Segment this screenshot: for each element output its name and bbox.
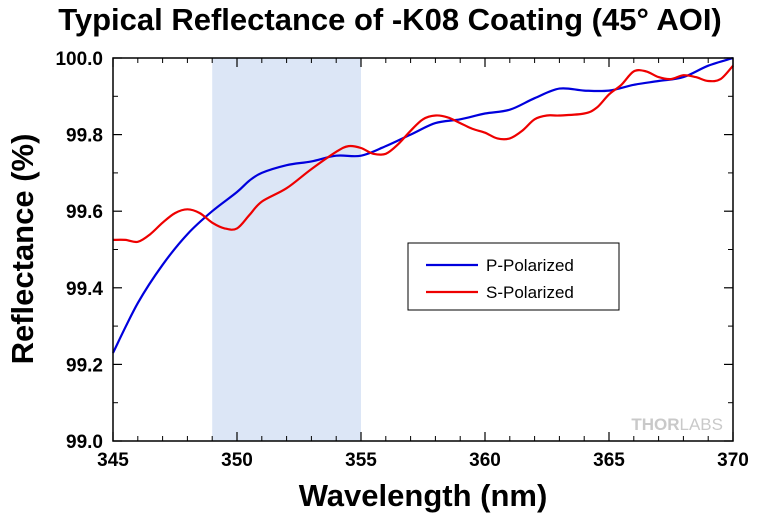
y-tick-label: 99.0: [66, 432, 103, 453]
y-tick-label: 99.4: [66, 279, 103, 300]
x-tick-label: 350: [221, 450, 253, 471]
series-line-s-polarized: [112, 64, 734, 244]
x-tick-label: 345: [97, 450, 129, 471]
legend-label: S-Polarized: [486, 283, 574, 302]
x-tick-label: 365: [593, 450, 625, 471]
legend-label: P-Polarized: [486, 256, 574, 275]
y-tick-label: 99.8: [66, 126, 103, 147]
plot-frame: [112, 57, 734, 442]
y-tick-label: 99.6: [66, 202, 103, 223]
axis-ticks: [112, 57, 734, 442]
chart-title: Typical Reflectance of -K08 Coating (45°…: [58, 2, 722, 37]
thorlabs-watermark: THORLABS: [631, 415, 723, 434]
highlight-band: [212, 58, 361, 441]
x-axis-label: Wavelength (nm): [298, 478, 548, 513]
series-line-p-polarized: [112, 56, 734, 354]
y-tick-label: 100.0: [55, 49, 103, 70]
x-tick-label: 355: [345, 450, 377, 471]
series-lines: [112, 56, 734, 354]
legend: P-Polarized S-Polarized: [407, 242, 620, 311]
legend-box: [407, 242, 620, 311]
tick-labels: 345 350 355 360 365 370 99.0 99.2 99.4 99.6 99.8 10…: [55, 49, 748, 471]
x-tick-label: 370: [717, 450, 749, 471]
x-tick-label: 360: [469, 450, 501, 471]
y-tick-label: 99.2: [66, 355, 103, 376]
